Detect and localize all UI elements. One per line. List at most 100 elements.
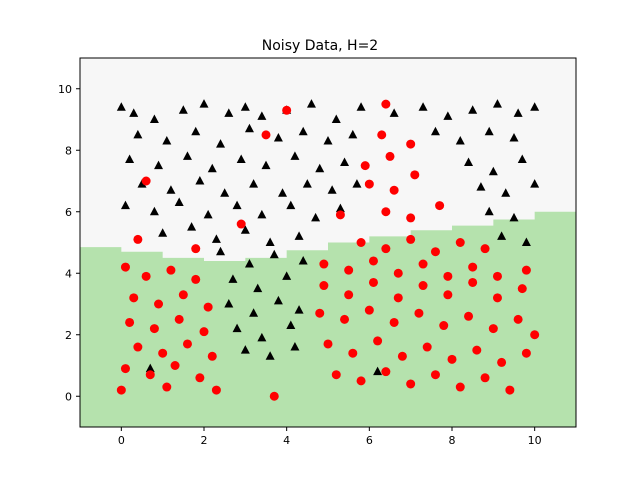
triangle-point [497,231,507,240]
triangle-point [154,160,164,170]
circle-point [381,99,391,109]
circle-point [141,271,151,281]
circle-point [178,290,188,300]
triangle-point [224,108,234,117]
triangle-point [207,163,217,173]
circle-point [492,293,502,303]
triangle-point [166,185,176,194]
triangle-point [373,366,383,376]
circle-point [443,271,453,281]
triangle-point [216,246,226,256]
circle-point [464,311,474,321]
circle-point [381,244,391,254]
triangle-point [149,114,159,123]
circle-point [472,345,482,355]
triangle-point [224,299,234,308]
circle-point [364,305,374,315]
x-tick-label: 6 [366,434,373,447]
circle-point [191,274,201,284]
triangle-point [273,295,283,305]
circle-point [120,262,130,272]
triangle-point [348,129,358,139]
triangle-point [302,179,312,188]
circle-point [182,339,192,349]
y-axis: 0 2 4 6 8 10 [58,83,80,403]
triangle-point [220,188,230,197]
circle-series [116,99,540,401]
triangle-point [335,203,345,213]
triangle-point [240,102,250,111]
triangle-point [530,102,540,111]
triangle-point [149,206,159,216]
circle-point [488,324,498,334]
triangle-point [315,163,325,173]
triangle-point [352,179,362,188]
circle-point [356,376,366,386]
circle-point [397,351,407,361]
circle-point [368,256,378,266]
triangle-point [294,231,304,240]
triangle-point [443,111,453,120]
circle-point [480,244,490,254]
triangle-point [298,255,308,265]
circle-point [116,385,126,395]
triangle-point [278,188,288,197]
circle-point [389,317,399,327]
triangle-point [269,249,279,259]
triangle-point [464,157,474,167]
lower-decision-region [80,205,576,427]
circle-point [348,348,358,358]
circle-point [236,219,246,229]
circle-point [269,391,279,401]
triangle-point [236,154,246,163]
circle-point [373,336,383,346]
circle-point [356,238,366,247]
chart-title: Noisy Data, H=2 [262,38,378,54]
circle-point [513,314,523,324]
plot-area [79,57,577,428]
circle-point [521,265,531,275]
triangle-point [203,209,213,219]
circle-point [418,281,428,291]
circle-point [393,293,403,303]
circle-point [282,105,292,115]
triangle-point [476,182,486,191]
circle-point [162,382,172,392]
triangle-point [273,132,283,142]
circle-point [521,348,531,358]
triangle-point [488,166,498,176]
triangle-point [158,228,168,237]
triangle-point [430,126,440,136]
triangle-point [492,99,502,108]
circle-point [170,361,180,370]
circle-point [377,130,387,140]
axes-frame [79,57,577,428]
circle-point [422,342,432,352]
circle-point [133,234,143,244]
y-tick-label: 0 [65,390,72,403]
circle-point [468,277,478,287]
triangle-point [513,108,523,117]
triangle-point [286,320,296,330]
triangle-point [240,225,250,234]
triangle-point [455,136,465,145]
triangle-point [244,123,254,133]
triangle-point [232,323,242,333]
circle-point [406,379,416,389]
circle-point [199,327,209,337]
triangle-point [257,209,267,219]
x-axis: 0 2 4 6 8 10 [118,427,542,447]
triangle-point [521,237,531,246]
circle-point [211,385,221,395]
circle-point [406,139,416,149]
triangle-point [174,197,184,207]
triangle-point [530,179,540,188]
x-tick-label: 0 [118,434,125,447]
circle-point [368,277,378,287]
circle-point [154,299,164,309]
y-tick-label: 8 [65,144,72,157]
triangle-point [286,200,296,210]
x-tick-label: 4 [283,434,290,447]
circle-point [517,284,527,294]
circle-point [455,382,465,392]
